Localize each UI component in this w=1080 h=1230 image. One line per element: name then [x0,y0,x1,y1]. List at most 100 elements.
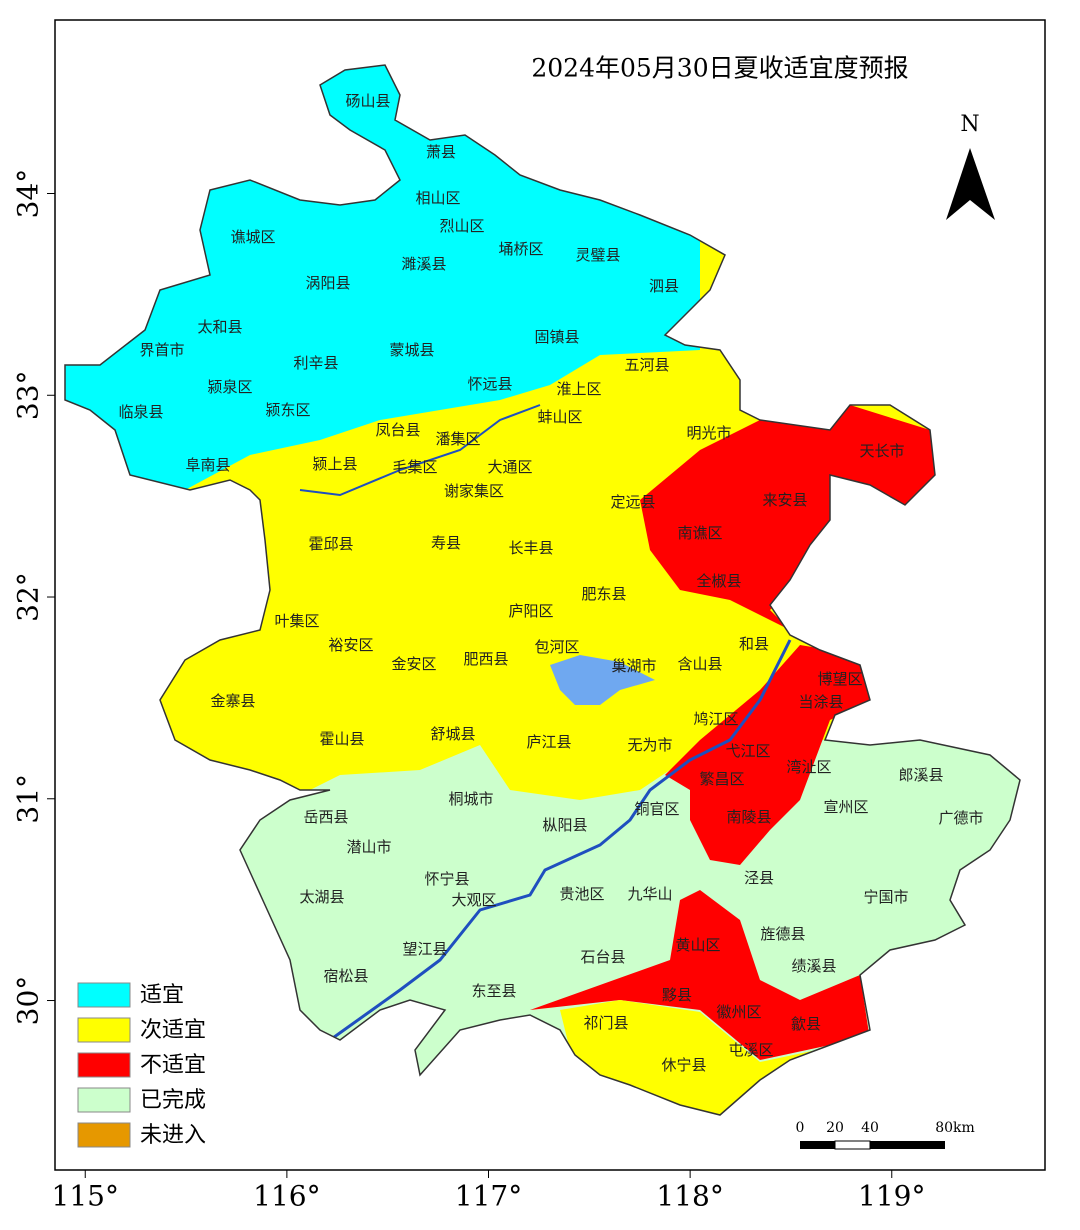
scale-seg [800,1141,835,1149]
lat-tick-label: 33° [12,370,45,420]
place-label: 巢湖市 [611,657,656,675]
place-label: 叶集区 [274,612,319,630]
place-label: 广德市 [938,809,983,827]
legend-label: 适宜 [140,983,184,1008]
place-label: 固镇县 [534,328,579,346]
place-label: 颍上县 [312,455,357,473]
place-label: 谢家集区 [444,482,504,500]
place-label: 繁昌区 [699,770,744,788]
zone-red [640,405,935,630]
place-label: 东至县 [471,982,516,1000]
place-label: 太和县 [197,318,242,336]
place-label: 包河区 [534,638,579,656]
place-label: 绩溪县 [791,957,836,975]
place-label: 霍山县 [319,730,364,748]
place-label: 太湖县 [299,888,344,906]
place-label: 长丰县 [508,539,553,557]
place-label: 凤台县 [375,421,420,439]
place-label: 淮上区 [556,380,601,398]
place-label: 宿松县 [323,967,368,985]
place-label: 明光市 [686,424,731,442]
scale-label: 80km [935,1120,975,1136]
place-label: 颍东区 [265,401,310,419]
place-label: 潜山市 [346,838,391,856]
place-label: 砀山县 [345,92,390,110]
legend-swatch [77,982,131,1008]
place-label: 屯溪区 [728,1041,773,1059]
place-label: 大观区 [451,891,496,909]
place-label: 宁国市 [863,888,908,906]
lake [550,655,655,705]
legend-label: 次适宜 [140,1018,206,1043]
place-label: 金安区 [391,655,436,673]
legend-swatch [77,1087,131,1113]
zone-red [530,890,870,1060]
place-label: 天长市 [859,442,904,460]
scale-label: 40 [861,1120,879,1136]
place-label: 望江县 [402,940,447,958]
place-label: 裕安区 [328,636,373,654]
zone-red [665,645,870,865]
lon-tick-label: 119° [858,1180,925,1213]
place-label: 泾县 [744,869,774,887]
place-label: 灵璧县 [575,246,620,264]
scale-seg [834,1140,871,1150]
place-label: 萧县 [426,143,456,161]
place-label: 蒙城县 [389,341,434,359]
place-label: 无为市 [627,736,672,754]
map-title: 2024年05月30日夏收适宜度预报 [531,54,908,83]
lon-tick-label: 116° [253,1180,320,1213]
place-label: 金寨县 [210,692,255,710]
lon-tick-label: 117° [455,1180,522,1213]
place-label: 霍邱县 [308,535,353,553]
place-label: 舒城县 [430,725,475,743]
legend-label: 不适宜 [140,1053,206,1078]
place-label: 博望区 [817,670,862,688]
place-label: 庐阳区 [508,602,553,620]
place-label: 徽州区 [716,1003,761,1021]
place-label: 休宁县 [661,1056,706,1074]
lat-tick-label: 32° [12,572,45,622]
place-label: 来安县 [762,491,807,509]
place-label: 泗县 [649,277,679,295]
place-label: 五河县 [624,356,669,374]
place-label: 阜南县 [185,456,230,474]
place-label: 蚌山区 [537,408,582,426]
place-label: 全椒县 [696,572,741,590]
legend-label: 已完成 [140,1088,206,1113]
lat-tick-label: 31° [12,774,45,824]
place-label: 旌德县 [760,925,805,943]
place-label: 弋江区 [725,742,770,760]
place-label: 和县 [739,635,769,653]
place-label: 寿县 [431,534,461,552]
place-label: 九华山 [627,885,672,903]
place-label: 庐江县 [526,733,571,751]
scale-label: 0 [796,1120,805,1136]
place-label: 贵池区 [559,885,604,903]
north-label: N [960,112,979,137]
place-label: 定远县 [610,493,655,511]
legend-swatch [77,1052,131,1078]
place-label: 利辛县 [293,354,338,372]
place-label: 当涂县 [798,693,843,711]
lon-tick-label: 115° [52,1180,119,1213]
place-label: 桐城市 [448,790,493,808]
place-label: 湾沚区 [786,758,831,776]
place-label: 宣州区 [823,798,868,816]
north-arrow [946,148,995,220]
place-label: 怀远县 [467,375,512,393]
scale-bar: 0 20 40 80km [796,1120,975,1150]
place-label: 怀宁县 [424,870,469,888]
place-label: 歙县 [791,1015,821,1033]
place-label: 毛集区 [392,458,437,476]
place-label: 烈山区 [439,217,484,235]
place-label: 肥东县 [581,585,626,603]
legend-label: 未进入 [140,1123,206,1148]
place-label: 濉溪县 [401,255,446,273]
place-label: 界首市 [139,341,184,359]
place-label: 埇桥区 [498,240,543,258]
place-label: 临泉县 [118,403,163,421]
place-label: 铜官区 [634,800,679,818]
place-label: 相山区 [415,189,460,207]
